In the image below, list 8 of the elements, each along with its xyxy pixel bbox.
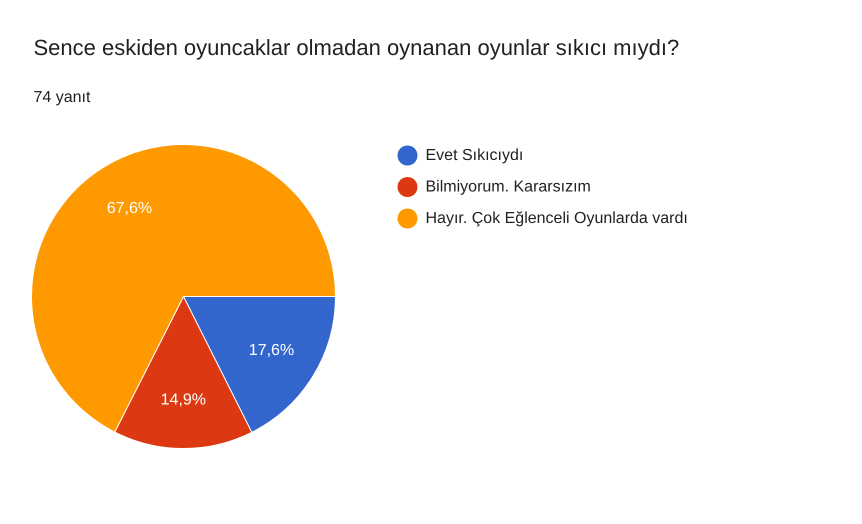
chart-title: Sence eskiden oyuncaklar olmadan oynanan oyunlar sıkıcı mıydı? (34, 35, 680, 60)
legend-label: Evet Sıkıcıydı (426, 147, 524, 164)
legend-label: Hayır. Çok Eğlenceli Oyunlarda vardı (426, 210, 688, 227)
data-label: 14,9% (160, 391, 206, 408)
data-label: 17,6% (248, 342, 294, 360)
data-label: 67,6% (106, 200, 152, 217)
legend-label: Bilmiyorum. Kararsızım (426, 178, 591, 196)
chart-subtitle: 74 yanıt (34, 89, 91, 106)
